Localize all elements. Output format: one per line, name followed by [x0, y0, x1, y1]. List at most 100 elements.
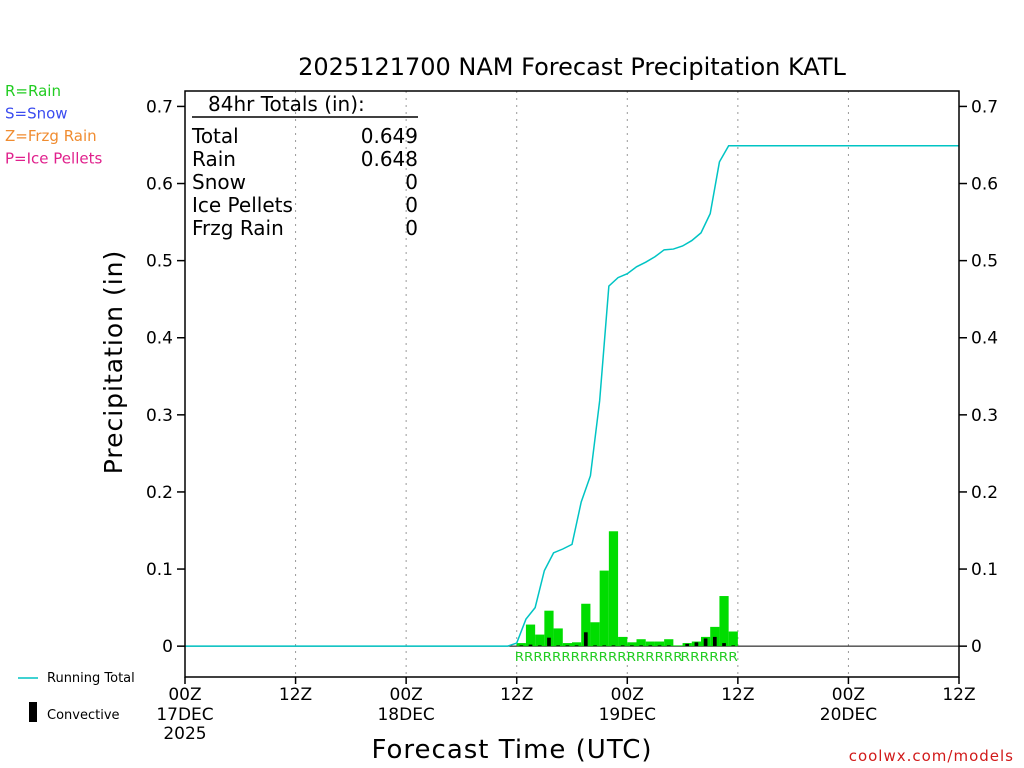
convective-bar-45h: [602, 645, 607, 647]
ptype-segment: RRRRRR: [681, 650, 738, 664]
totals-value: 0.648: [361, 147, 418, 171]
convective-bar-58h: [722, 643, 726, 647]
totals-value: 0: [405, 193, 418, 217]
y-axis-ticks: 0 00.1 0.10.2 0.20.3 0.30.4 0.40.5 0.50.6 0.60.…: [146, 97, 998, 657]
convective-bar-43h: [583, 632, 588, 647]
x-tick-label: 12Z: [721, 685, 754, 705]
precip-bar-44h: [590, 622, 600, 647]
ptype-key-item: S=Snow: [5, 105, 68, 123]
precip-bar-57h: [710, 626, 720, 647]
precip-bar-47h: [618, 636, 628, 647]
chart-title: 2025121700 NAM Forecast Precipitation KA…: [298, 53, 846, 81]
precip-bar-36h: [516, 643, 526, 647]
convective-bar-50h: [648, 645, 653, 647]
convective-bar-48h: [630, 645, 634, 647]
y-tick-label-right: 0.3: [971, 406, 998, 426]
y-tick-label-right: 0.5: [971, 252, 998, 272]
precip-bar-41h: [562, 643, 572, 647]
precip-bar-39h: [544, 610, 554, 647]
convective-bar-54h: [685, 643, 690, 647]
convective-legend-label: Convective: [47, 708, 120, 723]
x-tick-label: 00Z: [390, 685, 423, 705]
convective-bar-38h: [537, 645, 542, 647]
precip-bar-58h: [719, 596, 729, 647]
running-total-line: [185, 144, 959, 647]
convective-bar-59h: [731, 645, 736, 647]
totals-label: Total: [191, 124, 239, 148]
y-tick-label-right: 0.6: [971, 175, 998, 195]
totals-label: Ice Pellets: [192, 193, 293, 217]
totals-value: 0: [405, 216, 418, 240]
precip-bar-46h: [608, 531, 619, 647]
x-tick-label: 00Z: [832, 685, 865, 705]
totals-label: Snow: [192, 170, 246, 194]
x-tick-label: 00Z: [611, 685, 644, 705]
y-tick-label-right: 0.7: [971, 97, 998, 117]
x-tick-label: 00Z: [168, 685, 201, 705]
totals-value: 0: [405, 170, 418, 194]
y-tick-label-left: 0.2: [146, 483, 173, 503]
ptype-key-item: Z=Frzg Rain: [5, 127, 97, 145]
grid-lines: [295, 91, 849, 677]
legend: Running Total Convective: [18, 671, 135, 723]
totals-rows: Total 0.649 Rain 0.648 Snow 0 Ice Pellets 0 Frzg…: [191, 124, 418, 240]
precip-bar-50h: [645, 641, 655, 647]
convective-bar-36h: [519, 645, 524, 647]
precip-bar-45h: [599, 570, 609, 647]
precip-bars: [516, 531, 738, 647]
y-tick-label-right: 0: [971, 637, 982, 657]
ptype-key-item: R=Rain: [5, 82, 61, 100]
convective-bar-42h: [574, 645, 579, 647]
x-tick-label: 12Z: [942, 685, 975, 705]
x-tick-date: 19DEC: [599, 705, 656, 725]
y-tick-label-left: 0: [162, 637, 173, 657]
precip-bar-59h: [728, 631, 738, 647]
precip-bar-53h: [673, 645, 683, 647]
y-tick-label-right: 0.4: [971, 329, 998, 349]
convective-bar-55h: [694, 642, 699, 647]
totals-box: 84hr Totals (in): Total 0.649 Rain 0.648 Sno…: [191, 92, 418, 240]
precip-bar-48h: [627, 642, 637, 647]
totals-label: Frzg Rain: [192, 216, 284, 240]
convective-bar-52h: [666, 645, 671, 647]
convective-bar-51h: [657, 645, 662, 647]
precip-bar-37h: [525, 624, 536, 647]
x-tick-label: 12Z: [279, 685, 312, 705]
running-total-legend-label: Running Total: [47, 671, 135, 686]
x-tick-year: 2025: [163, 724, 206, 744]
convective-bar-41h: [565, 645, 570, 647]
precip-bar-43h: [581, 603, 591, 647]
convective-bar-47h: [620, 645, 625, 647]
y-tick-label-left: 0.3: [146, 406, 173, 426]
x-tick-label: 12Z: [500, 685, 533, 705]
credit-text: coolwx.com/models: [849, 747, 1014, 765]
convective-bar-49h: [639, 645, 643, 647]
y-tick-label-left: 0.5: [146, 252, 173, 272]
totals-heading: 84hr Totals (in):: [208, 92, 365, 116]
ptype-segment: RRRRRRRRRRRRRRRRRR: [515, 650, 683, 664]
x-tick-date: 17DEC: [156, 705, 213, 725]
convective-bar-39h: [547, 637, 551, 647]
convective-bars: [519, 632, 736, 647]
y-tick-label-left: 0.1: [146, 560, 173, 580]
convective-legend-swatch: [29, 702, 37, 722]
x-tick-date: 20DEC: [820, 705, 877, 725]
y-tick-label-left: 0.7: [146, 97, 173, 117]
convective-bar-57h: [712, 636, 717, 647]
precip-bar-40h: [553, 628, 563, 647]
ptype-key-item: P=Ice Pellets: [5, 150, 102, 168]
y-tick-label-left: 0.4: [146, 329, 173, 349]
convective-bar-37h: [528, 644, 533, 647]
precip-bar-49h: [636, 639, 646, 647]
y-tick-label-right: 0.2: [971, 483, 998, 503]
convective-bar-56h: [703, 638, 708, 647]
precip-bar-52h: [664, 639, 674, 647]
x-axis-label: Forecast Time (UTC): [371, 735, 652, 765]
precip-bar-51h: [654, 641, 665, 647]
x-tick-date: 18DEC: [377, 705, 434, 725]
ptype-key: R=Rain S=Snow Z=Frzg Rain P=Ice Pellets: [5, 82, 102, 168]
precip-bar-38h: [535, 634, 545, 647]
totals-value: 0.649: [361, 124, 418, 148]
